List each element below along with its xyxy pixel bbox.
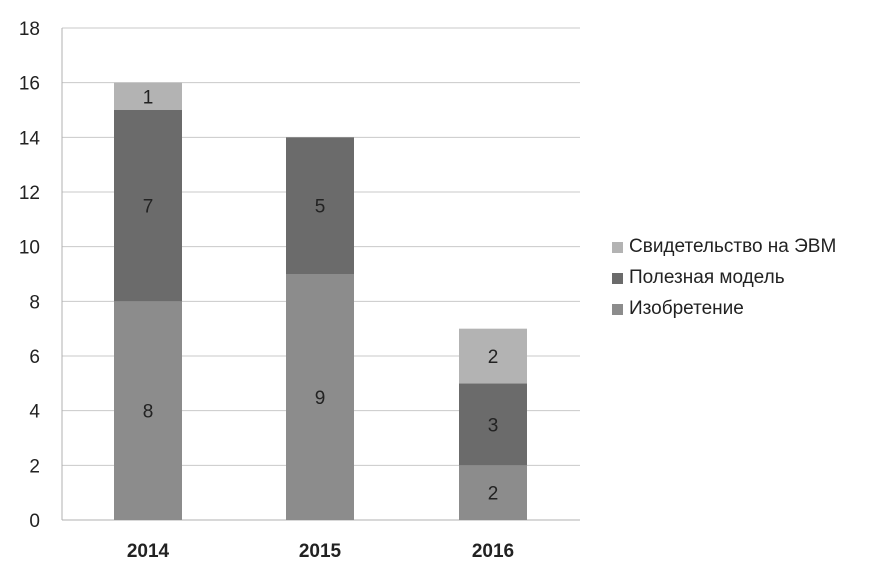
bar-invention-2015 <box>286 274 354 520</box>
data-label-invention-2016: 2 <box>488 484 499 505</box>
y-tick-label-6: 6 <box>29 347 40 368</box>
legend-item-invention: Изобретение <box>612 294 882 324</box>
y-tick-label-12: 12 <box>19 183 40 204</box>
bar-utility-model-2014 <box>114 110 182 302</box>
x-category-label-2016: 2016 <box>472 541 514 562</box>
y-tick-label-14: 14 <box>19 128 41 149</box>
legend-label-invention: Изобретение <box>629 298 744 319</box>
data-label-computer-program-certificate-2014: 1 <box>143 87 154 108</box>
legend-swatch-utility-model <box>612 272 623 284</box>
y-tick-label-18: 18 <box>19 19 40 40</box>
data-label-utility-model-2014: 7 <box>143 197 154 218</box>
x-axis-category-labels: 2014 2015 2016 <box>127 541 514 562</box>
y-axis-tick-labels: 0 2 4 6 8 10 12 14 16 18 <box>19 19 41 532</box>
y-tick-label-8: 8 <box>29 292 40 313</box>
y-tick-label-2: 2 <box>29 456 40 477</box>
legend-item-computer-program-certificate: Свидетельство на ЭВМ <box>612 232 882 262</box>
legend-swatch-computer-program-certificate <box>612 241 623 253</box>
bar-utility-model-2016 <box>459 383 527 466</box>
x-category-label-2014: 2014 <box>127 541 170 562</box>
bar-computer-program-certificate-2016 <box>459 328 527 384</box>
data-label-computer-program-certificate-2016: 2 <box>488 347 499 368</box>
data-label-utility-model-2016: 3 <box>488 415 499 436</box>
bar-invention-2014 <box>114 301 182 520</box>
data-label-invention-2015: 9 <box>315 388 326 409</box>
y-tick-label-16: 16 <box>19 74 40 95</box>
x-category-label-2015: 2015 <box>299 541 342 562</box>
data-label-invention-2014: 8 <box>143 402 154 423</box>
legend: Свидетельство на ЭВМ Полезная модель Изо… <box>612 232 882 325</box>
legend-label-utility-model: Полезная модель <box>629 267 785 288</box>
bar-invention-2016 <box>459 465 527 520</box>
bars <box>114 82 527 520</box>
legend-swatch-invention <box>612 303 623 315</box>
data-label-utility-model-2015: 5 <box>315 197 326 218</box>
y-tick-label-4: 4 <box>29 402 40 423</box>
y-tick-label-10: 10 <box>19 238 40 259</box>
data-labels: 8 7 1 9 5 2 3 2 <box>143 87 499 504</box>
y-tick-label-0: 0 <box>29 511 40 532</box>
bar-utility-model-2015 <box>286 137 354 274</box>
legend-item-utility-model: Полезная модель <box>612 263 882 293</box>
legend-label-computer-program-certificate: Свидетельство на ЭВМ <box>629 236 837 257</box>
bar-computer-program-certificate-2014 <box>114 82 182 110</box>
